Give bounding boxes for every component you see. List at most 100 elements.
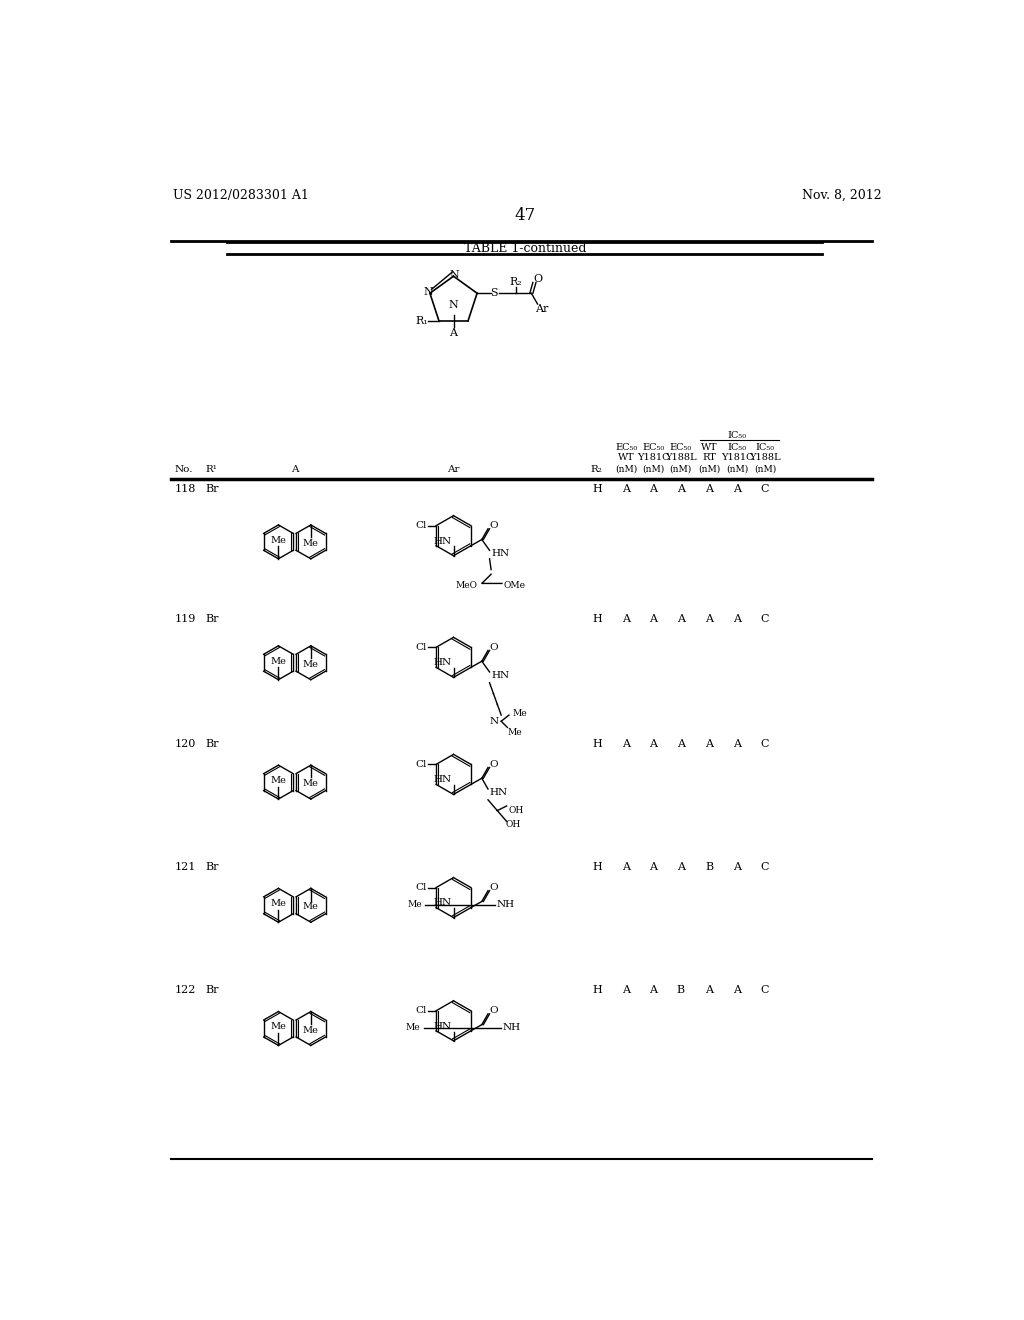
Text: HN: HN [434, 537, 452, 545]
Text: B: B [706, 862, 714, 871]
Text: A: A [706, 614, 714, 624]
Text: A: A [649, 739, 657, 748]
Text: R₁: R₁ [416, 315, 428, 326]
Text: A: A [649, 862, 657, 871]
Text: A: A [733, 614, 741, 624]
Text: NH: NH [503, 1023, 520, 1032]
Text: Cl: Cl [416, 1006, 427, 1015]
Text: OH: OH [508, 807, 523, 814]
Text: A: A [623, 614, 631, 624]
Text: Me: Me [512, 709, 526, 718]
Text: A: A [733, 739, 741, 748]
Text: (nM): (nM) [615, 465, 638, 474]
Text: A: A [623, 862, 631, 871]
Text: NH: NH [497, 900, 515, 909]
Text: Me: Me [270, 657, 287, 665]
Text: 121: 121 [174, 862, 196, 871]
Text: Nov. 8, 2012: Nov. 8, 2012 [802, 189, 882, 202]
Text: Y188L: Y188L [750, 454, 781, 462]
Text: Br: Br [206, 614, 219, 624]
Text: No.: No. [174, 465, 193, 474]
Text: Me: Me [270, 776, 287, 785]
Text: A: A [649, 614, 657, 624]
Text: Me: Me [270, 899, 287, 908]
Text: Me: Me [406, 1023, 421, 1032]
Text: C: C [761, 985, 769, 995]
Text: N: N [424, 286, 433, 297]
Text: EC₅₀: EC₅₀ [670, 442, 691, 451]
Text: R₂: R₂ [510, 277, 522, 288]
Text: Me: Me [303, 1026, 318, 1035]
Text: A: A [677, 484, 685, 495]
Text: A: A [733, 985, 741, 995]
Text: H: H [592, 614, 602, 624]
Text: (nM): (nM) [726, 465, 749, 474]
Text: A: A [450, 329, 458, 338]
Text: (nM): (nM) [670, 465, 691, 474]
Text: EC₅₀: EC₅₀ [642, 442, 665, 451]
Text: Me: Me [408, 900, 422, 909]
Text: Ar: Ar [536, 304, 549, 314]
Text: C: C [761, 484, 769, 495]
Text: O: O [489, 760, 498, 768]
Text: A: A [623, 739, 631, 748]
Text: Br: Br [206, 985, 219, 995]
Text: (nM): (nM) [698, 465, 720, 474]
Text: O: O [489, 1006, 498, 1015]
Text: O: O [489, 643, 498, 652]
Text: Y188L: Y188L [665, 454, 696, 462]
Text: 122: 122 [174, 985, 196, 995]
Text: HN: HN [434, 899, 452, 907]
Text: HN: HN [489, 788, 508, 796]
Text: H: H [592, 985, 602, 995]
Text: A: A [623, 985, 631, 995]
Text: 118: 118 [174, 484, 196, 495]
Text: H: H [592, 739, 602, 748]
Text: Cl: Cl [416, 521, 427, 531]
Text: Me: Me [303, 903, 318, 911]
Text: US 2012/0283301 A1: US 2012/0283301 A1 [173, 189, 309, 202]
Text: O: O [489, 883, 498, 892]
Text: Br: Br [206, 739, 219, 748]
Text: A: A [677, 862, 685, 871]
Text: O: O [489, 521, 498, 531]
Text: Y181C: Y181C [637, 454, 670, 462]
Text: R¹: R¹ [206, 465, 217, 474]
Text: (nM): (nM) [642, 465, 665, 474]
Text: Br: Br [206, 484, 219, 495]
Text: IC₅₀: IC₅₀ [728, 442, 746, 451]
Text: S: S [490, 288, 498, 298]
Text: Ar: Ar [447, 465, 460, 474]
Text: 47: 47 [514, 207, 536, 224]
Text: A: A [649, 985, 657, 995]
Text: Me: Me [270, 1023, 287, 1031]
Text: R₂: R₂ [591, 465, 603, 474]
Text: C: C [761, 739, 769, 748]
Text: A: A [706, 484, 714, 495]
Text: Y181C: Y181C [721, 454, 754, 462]
Text: A: A [649, 484, 657, 495]
Text: N: N [449, 300, 459, 310]
Text: MeO: MeO [455, 581, 477, 590]
Text: HN: HN [492, 549, 509, 558]
Text: H: H [592, 484, 602, 495]
Text: A: A [733, 862, 741, 871]
Text: O: O [532, 275, 542, 284]
Text: 119: 119 [174, 614, 196, 624]
Text: N: N [450, 269, 459, 280]
Text: IC₅₀: IC₅₀ [756, 442, 774, 451]
Text: A: A [623, 484, 631, 495]
Text: A: A [677, 614, 685, 624]
Text: HN: HN [434, 775, 452, 784]
Text: 120: 120 [174, 739, 196, 748]
Text: Cl: Cl [416, 883, 427, 892]
Text: HN: HN [492, 671, 509, 680]
Text: RT: RT [702, 454, 716, 462]
Text: Me: Me [303, 660, 318, 669]
Text: WT: WT [701, 442, 718, 451]
Text: Me: Me [270, 536, 287, 545]
Text: A: A [706, 739, 714, 748]
Text: A: A [677, 739, 685, 748]
Text: A: A [291, 465, 298, 474]
Text: OMe: OMe [504, 581, 525, 590]
